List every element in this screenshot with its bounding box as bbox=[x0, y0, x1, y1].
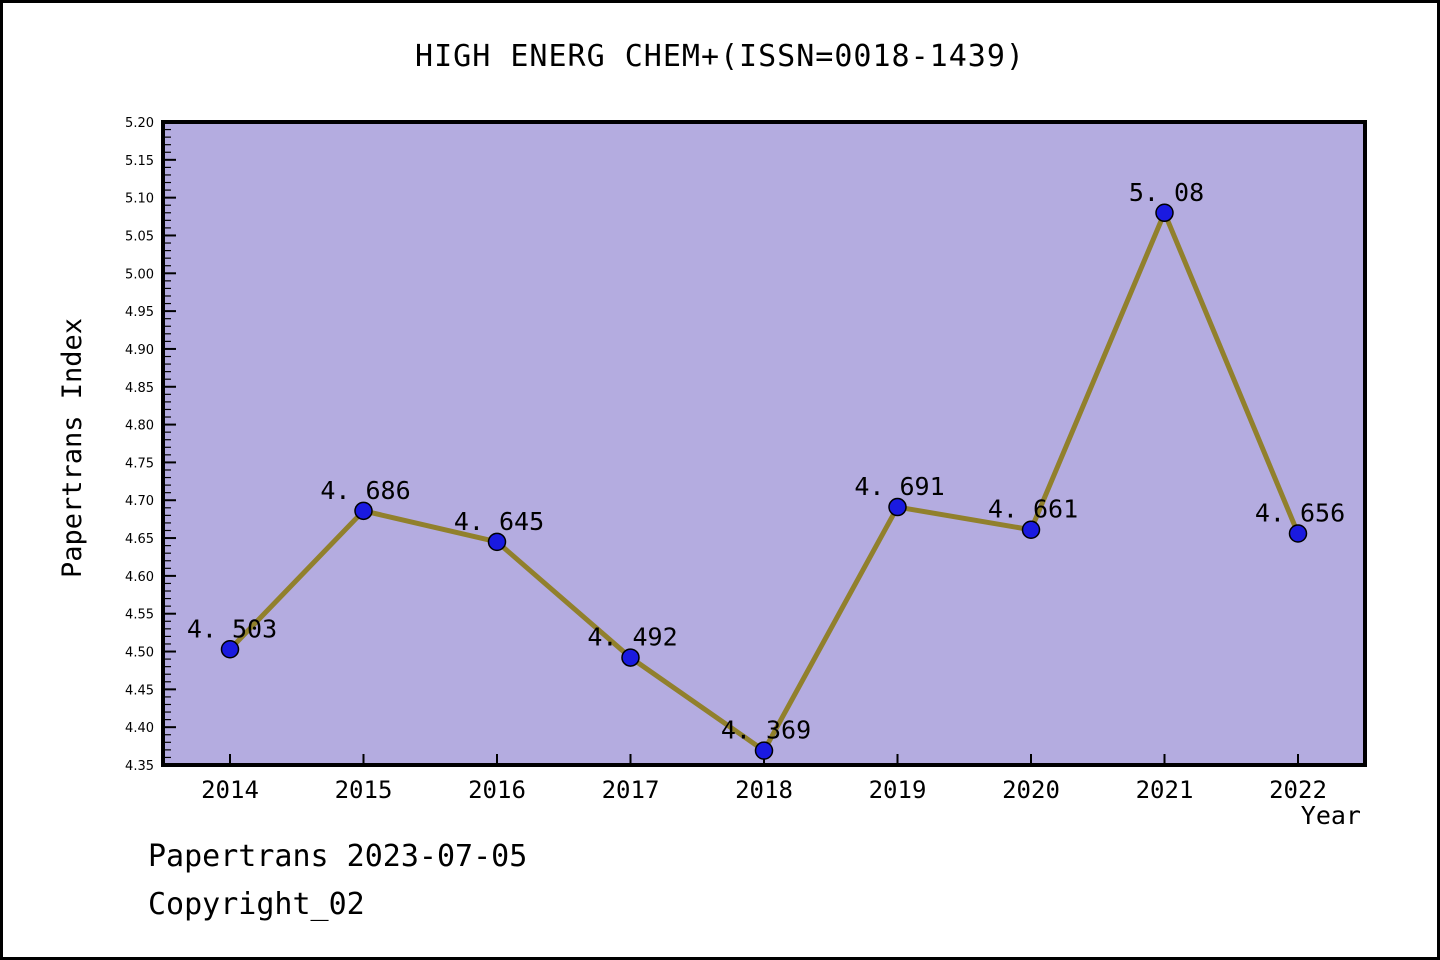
data-point bbox=[354, 501, 373, 521]
line-chart: 4.35 4.40 4.45 4.50 4.55 4.60 4.65 4.70 4.75 4.80… bbox=[57, 116, 1367, 830]
y-tick-label: 5.05 bbox=[125, 229, 154, 244]
y-tick-label: 5.10 bbox=[125, 192, 154, 207]
y-axis-label: Papertrans Index bbox=[57, 318, 88, 578]
y-tick-label: 4.40 bbox=[125, 721, 154, 736]
footer-source-date: Papertrans 2023-07-05 bbox=[148, 839, 528, 874]
x-tick-label: 2015 bbox=[335, 776, 393, 804]
x-tick-label: 2017 bbox=[602, 776, 660, 804]
y-tick-label: 4.65 bbox=[125, 532, 154, 547]
x-axis-label: Year bbox=[1301, 801, 1361, 830]
y-tick-label: 4.70 bbox=[125, 494, 154, 509]
data-point-label: 4. 686 bbox=[320, 476, 410, 505]
y-tick-label: 4.55 bbox=[125, 608, 154, 623]
y-tick-label: 5.00 bbox=[125, 267, 154, 282]
data-point-label: 4. 645 bbox=[454, 507, 544, 536]
data-point-label: 4. 492 bbox=[587, 623, 677, 652]
x-tick-label: 2019 bbox=[869, 776, 927, 804]
footer-copyright: Copyright_02 bbox=[148, 887, 365, 922]
y-tick-label: 4.95 bbox=[125, 305, 154, 320]
y-tick-label: 4.90 bbox=[125, 343, 154, 358]
y-tick-label: 5.15 bbox=[125, 154, 154, 169]
y-tick-label: 4.80 bbox=[125, 419, 154, 434]
y-tick-label: 4.60 bbox=[125, 570, 154, 585]
data-point bbox=[220, 640, 240, 659]
data-point-label: 4. 661 bbox=[988, 495, 1078, 524]
y-tick-label: 4.45 bbox=[125, 683, 154, 698]
x-tick-label: 2022 bbox=[1269, 776, 1327, 804]
y-tick-label: 4.35 bbox=[125, 759, 154, 774]
data-point-label: 4. 656 bbox=[1255, 499, 1345, 528]
x-tick-label: 2018 bbox=[735, 776, 793, 804]
data-point-label: 5. 08 bbox=[1129, 178, 1204, 207]
x-tick-label: 2021 bbox=[1136, 776, 1194, 804]
y-tick-label: 5.20 bbox=[125, 116, 154, 131]
data-point bbox=[888, 497, 907, 517]
x-tick-label: 2016 bbox=[468, 776, 526, 804]
data-point-label: 4. 691 bbox=[854, 472, 944, 501]
data-point-label: 4. 503 bbox=[187, 614, 277, 643]
x-tick-label: 2020 bbox=[1002, 776, 1060, 804]
y-tick-label: 4.85 bbox=[125, 381, 154, 396]
chart-title: HIGH ENERG CHEM+(ISSN=0018-1439) bbox=[415, 39, 1025, 74]
x-tick-label: 2014 bbox=[201, 776, 259, 804]
data-point bbox=[754, 741, 774, 760]
data-point bbox=[1288, 524, 1308, 543]
plot-area bbox=[161, 120, 1367, 767]
y-tick-label: 4.75 bbox=[125, 456, 154, 471]
data-point bbox=[487, 532, 507, 552]
y-tick-label: 4.50 bbox=[125, 646, 154, 661]
data-point bbox=[1155, 203, 1174, 223]
data-point-label: 4. 369 bbox=[721, 716, 811, 745]
data-point bbox=[1021, 520, 1041, 539]
data-point bbox=[621, 648, 640, 667]
